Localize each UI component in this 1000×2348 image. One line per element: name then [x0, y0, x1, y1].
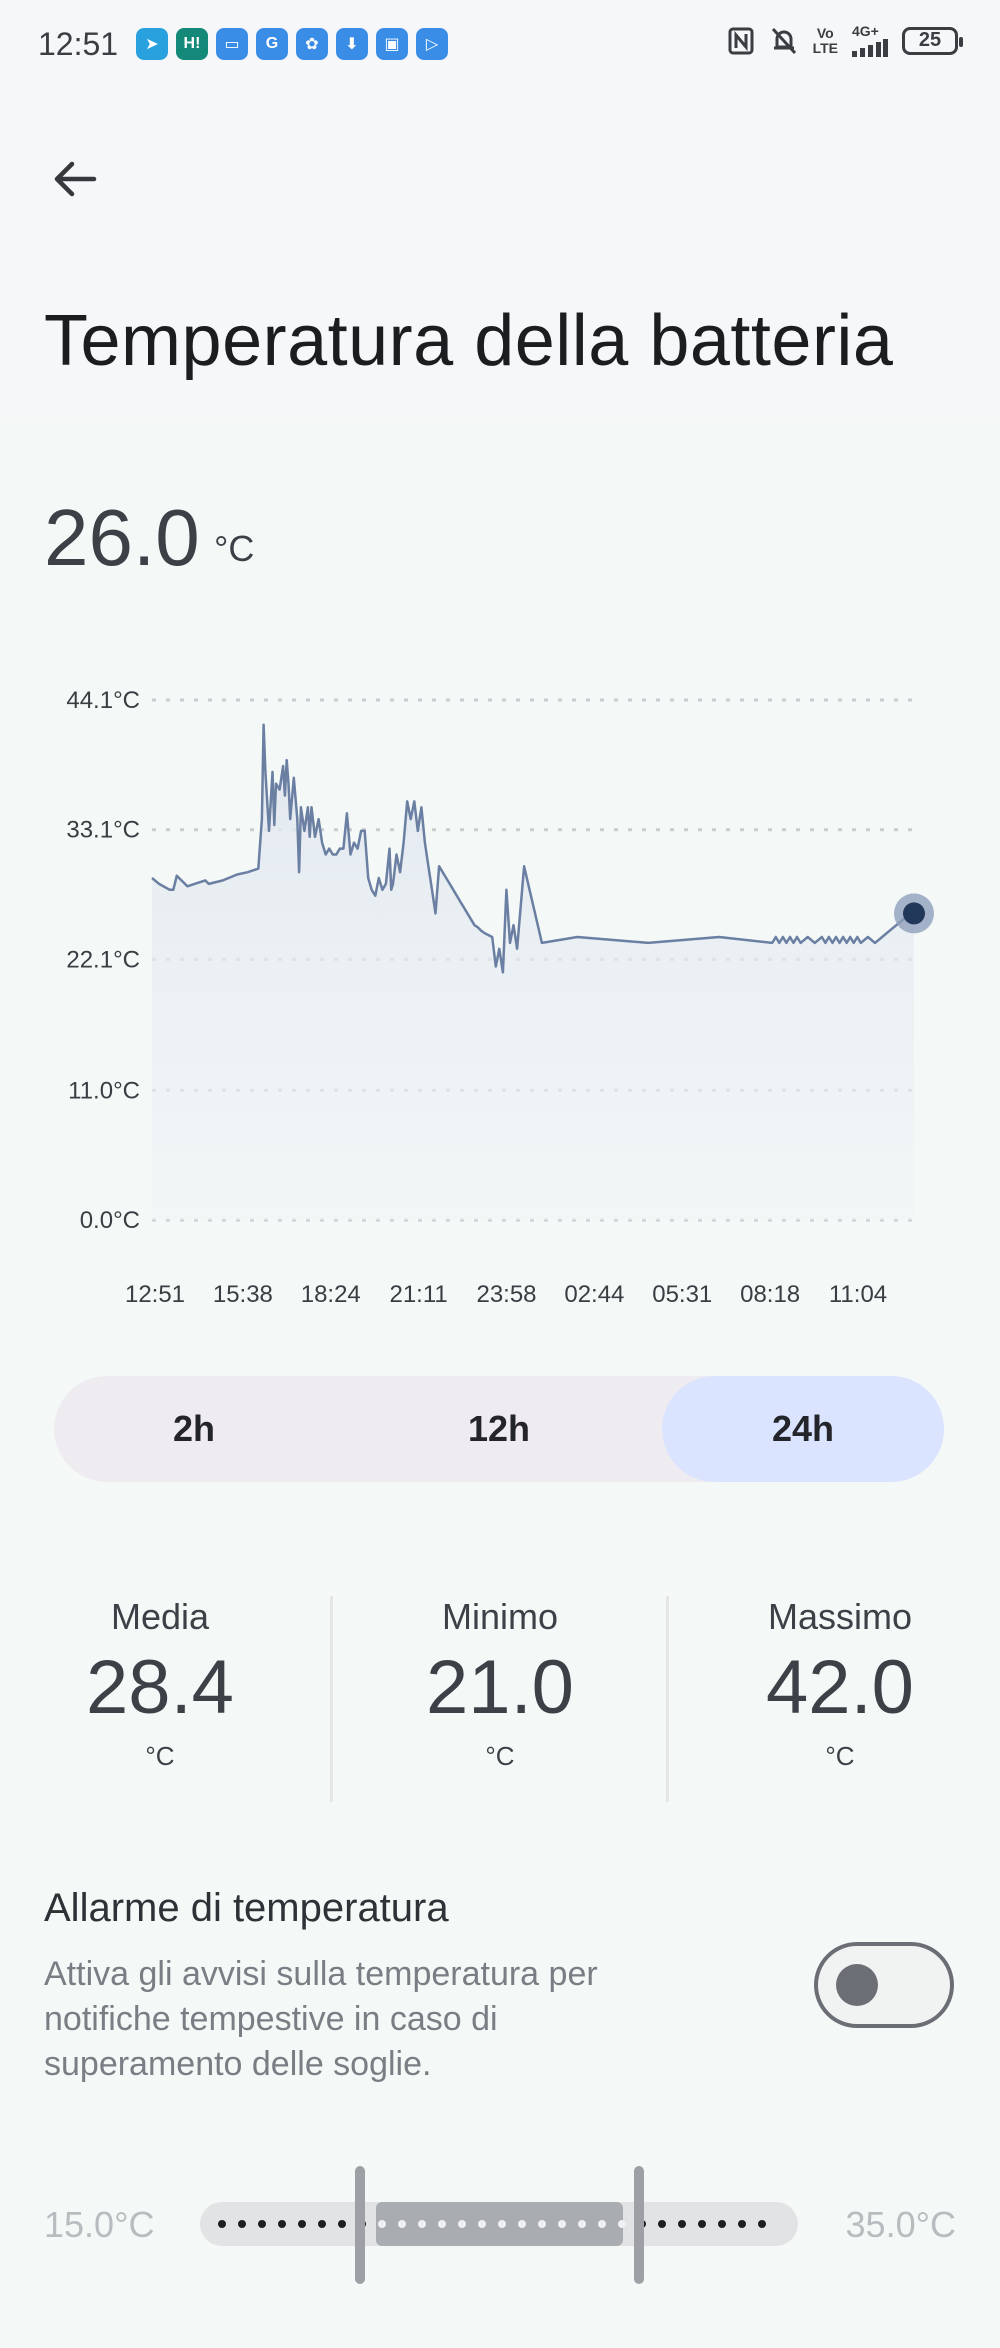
battery-icon: 25	[902, 26, 963, 55]
nfc-icon	[728, 27, 754, 54]
slider-dot	[498, 2220, 506, 2228]
slider-dot	[278, 2220, 286, 2228]
slider-dot	[558, 2220, 566, 2228]
slider-dot	[258, 2220, 266, 2228]
x-tick-label: 18:24	[301, 1281, 361, 1308]
slider-dot	[298, 2220, 306, 2228]
signal-icon	[852, 39, 888, 57]
alarm-title: Allarme di temperatura	[44, 1886, 449, 1930]
slider-dot	[738, 2220, 746, 2228]
x-tick-label: 02:44	[564, 1281, 624, 1308]
toggle-knob	[836, 1964, 878, 2006]
stat-divider	[666, 1596, 669, 1802]
package-app-icon: ▣	[376, 28, 408, 60]
slider-dot	[718, 2220, 726, 2228]
stat-average-value: 28.4	[86, 1645, 234, 1730]
y-tick-label: 22.1°C	[66, 946, 140, 973]
y-tick-label: 44.1°C	[66, 687, 140, 714]
slider-dot	[418, 2220, 426, 2228]
network-label: 4G+	[852, 23, 879, 39]
time-range-selector: 2h 12h 24h	[54, 1376, 944, 1482]
slider-dot	[578, 2220, 586, 2228]
slider-dot	[758, 2220, 766, 2228]
threshold-slider-dots	[218, 2220, 778, 2228]
header-area	[0, 0, 1000, 418]
status-time: 12:51	[38, 26, 119, 62]
slider-dot	[678, 2220, 686, 2228]
range-option-2h[interactable]: 2h	[172, 1408, 215, 1449]
range-option-24h[interactable]: 24h	[662, 1376, 944, 1482]
threshold-max-label: 35.0°C	[845, 2204, 956, 2245]
volte-indicator: Vo LTE	[812, 24, 838, 56]
settings-app-icon: ✿	[296, 28, 328, 60]
hi-app-icon: H!	[176, 28, 208, 60]
slider-dot	[618, 2220, 626, 2228]
play-app-icon: ▷	[416, 28, 448, 60]
slider-dot	[598, 2220, 606, 2228]
stat-maximum: Massimo 42.0 °C	[690, 1596, 990, 1772]
range-option-12h[interactable]: 12h	[467, 1408, 531, 1449]
stat-maximum-unit: °C	[825, 1741, 855, 1771]
alarm-toggle[interactable]	[814, 1942, 954, 2028]
stat-maximum-value: 42.0	[766, 1645, 914, 1730]
slider-dot	[658, 2220, 666, 2228]
signal-indicator: 4G+	[852, 24, 888, 57]
wallet-icon: ▭	[216, 28, 248, 60]
stat-average-label: Media	[110, 1596, 210, 1637]
slider-dot	[378, 2220, 386, 2228]
temperature-chart: 44.1°C 33.1°C 22.1°C 11.0°C 0.0°C 12:51 15:38 1…	[66, 687, 934, 1308]
x-tick-label: 08:18	[740, 1281, 800, 1308]
x-tick-label: 12:51	[125, 1281, 185, 1308]
stat-minimum-label: Minimo	[441, 1596, 558, 1637]
telegram-icon: ➤	[136, 28, 168, 60]
current-temperature-unit: °C	[214, 528, 255, 569]
stat-average-unit: °C	[145, 1741, 175, 1771]
slider-dot	[518, 2220, 526, 2228]
stat-average: Media 28.4 °C	[10, 1596, 310, 1772]
y-tick-label: 33.1°C	[66, 817, 140, 844]
stat-maximum-label: Massimo	[767, 1596, 913, 1637]
current-point	[903, 902, 925, 925]
google-icon: G	[256, 28, 288, 60]
x-tick-label: 15:38	[213, 1281, 273, 1308]
stat-minimum-value: 21.0	[426, 1645, 574, 1730]
slider-dot	[218, 2220, 226, 2228]
current-temperature: 26.0	[44, 493, 200, 582]
download-app-icon: ⬇	[336, 28, 368, 60]
bell-off-icon	[771, 27, 796, 54]
x-tick-label: 23:58	[476, 1281, 536, 1308]
slider-dot	[318, 2220, 326, 2228]
slider-dot	[238, 2220, 246, 2228]
slider-dot	[338, 2220, 346, 2228]
threshold-min-label: 15.0°C	[44, 2204, 155, 2245]
arrow-left-icon	[54, 161, 97, 197]
stat-divider	[330, 1596, 333, 1802]
status-bar: 12:51 ➤ H! ▭ G ✿ ⬇ ▣ ▷ Vo LTE 4G+ 25	[0, 0, 1000, 90]
threshold-high-handle[interactable]	[633, 2166, 644, 2284]
slider-dot	[458, 2220, 466, 2228]
alarm-description: Attiva gli avvisi sulla temperatura per …	[44, 1955, 598, 2083]
page-title: Temperatura della batteria	[44, 301, 894, 381]
y-tick-label: 11.0°C	[68, 1077, 140, 1104]
slider-dot	[398, 2220, 406, 2228]
notification-icons: ➤ H! ▭ G ✿ ⬇ ▣ ▷	[136, 28, 448, 60]
slider-dot	[438, 2220, 446, 2228]
y-tick-label: 0.0°C	[80, 1207, 140, 1234]
x-tick-label: 21:11	[389, 1281, 447, 1308]
temperature-area	[152, 724, 914, 1220]
slider-dot	[538, 2220, 546, 2228]
temperature-line	[151, 723, 914, 974]
x-tick-label: 11:04	[829, 1281, 887, 1308]
slider-dot	[478, 2220, 486, 2228]
back-button[interactable]	[40, 144, 110, 214]
slider-dot	[698, 2220, 706, 2228]
stat-minimum-unit: °C	[485, 1741, 515, 1771]
stat-minimum: Minimo 21.0 °C	[350, 1596, 650, 1772]
status-right: Vo LTE 4G+ 25	[727, 24, 963, 57]
x-tick-label: 05:31	[652, 1281, 712, 1308]
threshold-low-handle[interactable]	[354, 2166, 365, 2284]
